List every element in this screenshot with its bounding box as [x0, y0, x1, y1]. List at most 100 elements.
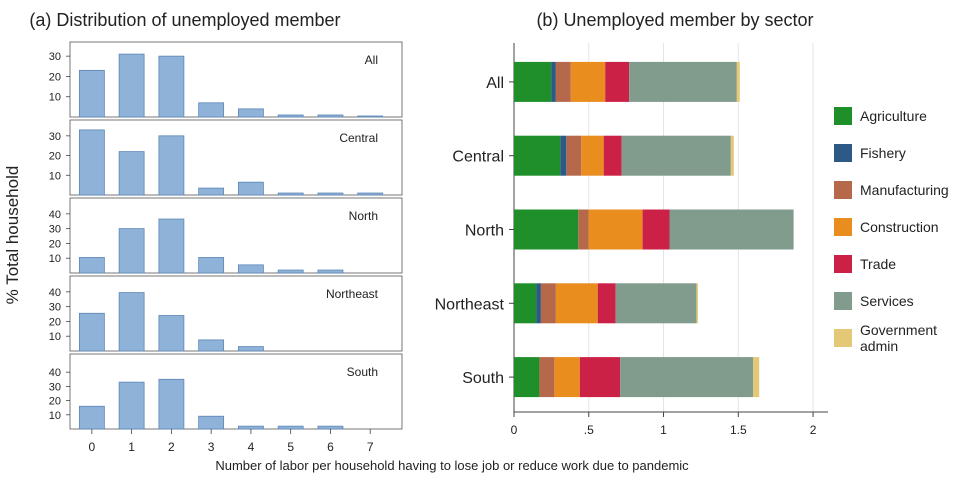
- segment-all-agriculture: [514, 61, 552, 102]
- bar-central-4: [238, 181, 264, 196]
- y-tick-label: 10: [49, 92, 61, 104]
- legend-item-fishery: Fishery: [834, 144, 906, 162]
- segment-south-construction: [554, 357, 580, 398]
- segment-central-agriculture: [514, 135, 561, 176]
- bar-south-4: [238, 425, 264, 430]
- x-tick-label: 3: [208, 440, 215, 454]
- panel-label: North: [349, 209, 378, 223]
- x-tick-label: 1: [128, 440, 135, 454]
- bar-north-5: [277, 269, 304, 274]
- panel-label: All: [365, 53, 378, 67]
- legend-swatch: [834, 218, 852, 236]
- panel-northeast: 10 20 30 40 Northeast: [49, 275, 403, 352]
- sector-stacked-bar-chart: 0 .5 1 1.5 2 All Central North Northeast South: [435, 43, 828, 437]
- legend-label: Fishery: [860, 145, 906, 161]
- x-tick-label: 7: [367, 440, 374, 454]
- bar-northeast-3: [198, 339, 225, 352]
- legend-item-construction: Construction: [834, 218, 939, 236]
- legend-label: Government: [860, 322, 937, 338]
- x-tick-label: 0: [511, 423, 518, 437]
- legend-label: Trade: [860, 256, 896, 272]
- bar-north-2: [158, 218, 185, 274]
- segment-northeast-trade: [597, 283, 616, 324]
- legend-swatch: [834, 107, 852, 125]
- panel-label: Central: [339, 131, 378, 145]
- bar-northeast-1: [118, 292, 145, 352]
- panel-a-title: (a) Distribution of unemployed member: [29, 10, 340, 30]
- y-tick-label: All: [486, 75, 504, 92]
- y-tick-label: South: [462, 370, 504, 387]
- row-all: All: [486, 61, 740, 102]
- legend-swatch: [834, 292, 852, 310]
- segment-northeast-manufacturing: [540, 283, 556, 324]
- y-tick-label: 10: [49, 410, 61, 422]
- y-tick-label: 10: [49, 331, 61, 343]
- y-tick-label: 30: [49, 131, 61, 143]
- segment-northeast-services: [615, 283, 697, 324]
- x-tick-label: 6: [327, 440, 334, 454]
- y-tick-label: 40: [49, 287, 61, 299]
- bar-northeast-4: [238, 346, 264, 352]
- panel-central: 10 20 30 Central: [49, 119, 403, 196]
- x-tick-label: 2: [810, 423, 817, 437]
- y-tick-label: 10: [49, 253, 61, 265]
- x-tick-label: 1.5: [730, 423, 747, 437]
- shared-y-label: % Total household: [3, 166, 22, 305]
- legend-item-trade: Trade: [834, 255, 896, 273]
- bar-central-2: [158, 135, 185, 196]
- y-tick-label: 40: [49, 367, 61, 379]
- segment-central-construction: [581, 135, 604, 176]
- y-tick-label: 10: [49, 170, 61, 182]
- bar-north-6: [317, 269, 344, 274]
- bar-all-4: [238, 108, 264, 118]
- row-north: North: [465, 209, 794, 250]
- legend-label: Manufacturing: [860, 182, 949, 198]
- segment-north-construction: [588, 209, 643, 250]
- bar-north-4: [238, 264, 264, 274]
- row-central: Central: [452, 135, 734, 176]
- x-tick-label: .5: [584, 423, 594, 437]
- bar-south-6: [317, 425, 344, 430]
- segment-central-fishery: [560, 135, 567, 176]
- bar-northeast-0: [78, 312, 105, 352]
- legend-label: Agriculture: [860, 108, 927, 124]
- legend-swatch: [834, 181, 852, 199]
- bar-all-6: [317, 114, 344, 118]
- y-tick-label: 40: [49, 209, 61, 221]
- bar-all-0: [78, 69, 105, 118]
- y-tick-label: 30: [49, 302, 61, 314]
- segment-northeast-agriculture: [514, 283, 537, 324]
- legend-label: Construction: [860, 219, 939, 235]
- segment-south-government-admin: [753, 357, 760, 398]
- segment-south-agriculture: [514, 357, 540, 398]
- segment-all-construction: [570, 61, 606, 102]
- legend-swatch: [834, 144, 852, 162]
- shared-x-label: Number of labor per household having to …: [215, 458, 689, 473]
- panel-north: 10 20 30 40 North: [49, 197, 403, 274]
- segment-south-services: [620, 357, 754, 398]
- bar-central-7: [357, 192, 384, 196]
- y-tick-label: North: [465, 223, 504, 240]
- legend-swatch: [834, 329, 852, 347]
- segment-northeast-construction: [555, 283, 598, 324]
- x-tick-label: 5: [287, 440, 294, 454]
- segment-north-trade: [642, 209, 670, 250]
- bar-all-3: [198, 102, 225, 118]
- segment-all-fishery: [551, 61, 556, 102]
- legend-swatch: [834, 255, 852, 273]
- segment-north-services: [669, 209, 794, 250]
- segment-central-government-admin: [730, 135, 734, 176]
- bar-south-3: [198, 415, 225, 430]
- y-tick-label: 20: [49, 396, 61, 408]
- segment-all-trade: [605, 61, 630, 102]
- bar-north-3: [198, 257, 225, 274]
- y-tick-label: 20: [49, 71, 61, 83]
- segment-all-manufacturing: [555, 61, 571, 102]
- y-tick-label: Northeast: [435, 296, 505, 313]
- y-tick-label: 30: [49, 381, 61, 393]
- bar-south-2: [158, 378, 185, 430]
- x-tick-label: 1: [660, 423, 667, 437]
- panel-b-title: (b) Unemployed member by sector: [536, 10, 813, 30]
